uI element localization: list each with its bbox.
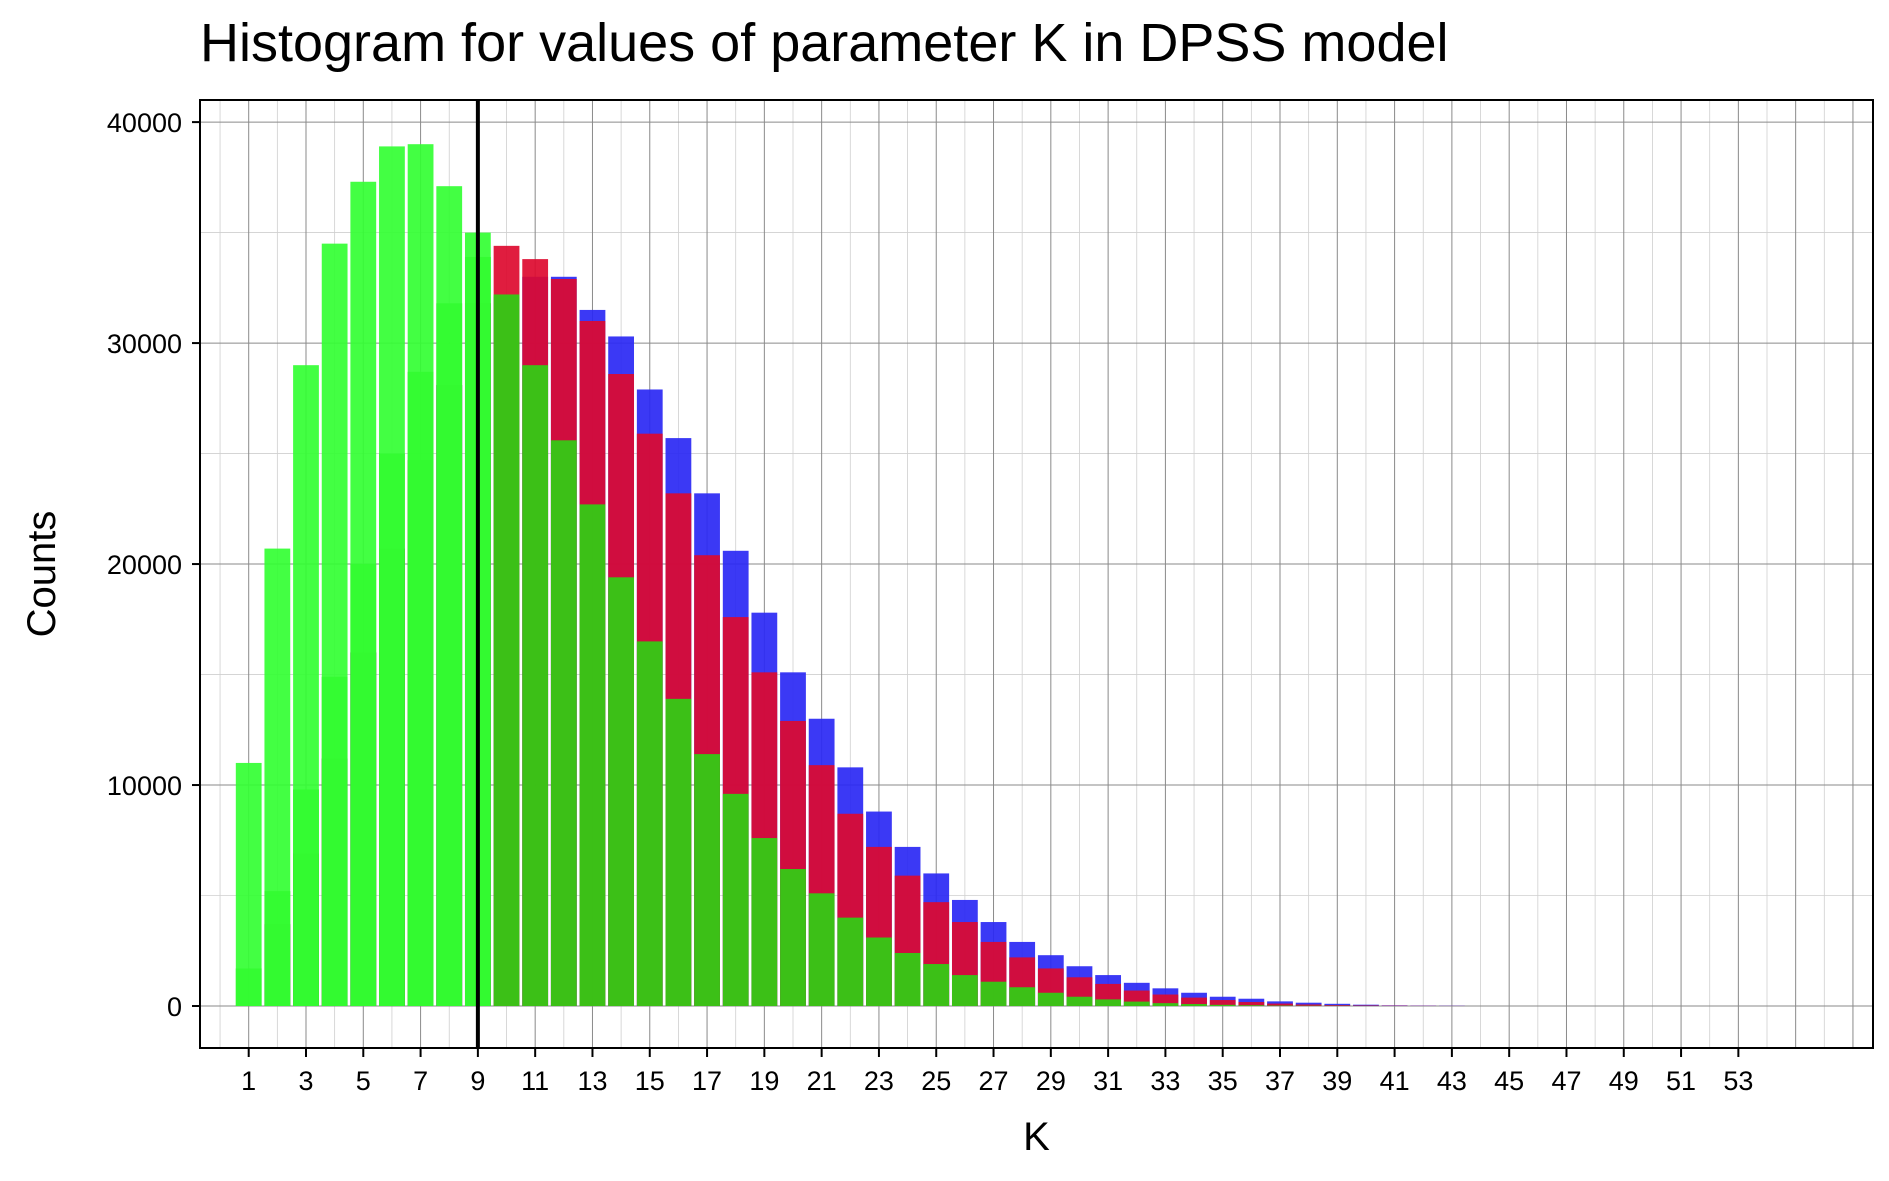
bar-green-k21 <box>808 893 835 1007</box>
bar-red-k39 <box>1324 1005 1351 1007</box>
bar-green-k20 <box>780 869 806 1007</box>
x-tick-label: 49 <box>1609 1066 1639 1096</box>
bar-green-k35 <box>1209 1004 1236 1007</box>
bar-green-k24 <box>894 952 921 1007</box>
y-tick-label: 0 <box>167 992 182 1022</box>
bar-green-k25 <box>923 964 950 1007</box>
x-tick-label: 25 <box>921 1066 951 1096</box>
x-tick-label: 9 <box>470 1066 485 1096</box>
x-tick-label: 45 <box>1494 1066 1524 1096</box>
bar-blue-k40 <box>1353 1004 1379 1007</box>
bar-green-k31 <box>1095 999 1122 1007</box>
x-tick-label: 51 <box>1666 1066 1696 1096</box>
x-tick-label: 41 <box>1380 1066 1410 1096</box>
bar-light_green-k3 <box>293 365 319 1007</box>
y-tick-label: 30000 <box>107 329 182 359</box>
bar-red-k38 <box>1295 1004 1322 1007</box>
bar-green-k22 <box>837 917 864 1007</box>
x-tick-label: 19 <box>749 1066 779 1096</box>
x-tick-label: 3 <box>298 1066 313 1096</box>
x-tick-label: 21 <box>807 1066 837 1096</box>
x-axis-title: K <box>1023 1115 1050 1159</box>
x-tick-label: 35 <box>1208 1066 1238 1096</box>
bar-green-k13 <box>579 504 606 1007</box>
x-tick-label: 1 <box>241 1066 256 1096</box>
bar-green-k16 <box>665 698 692 1007</box>
bar-light_green-k6 <box>379 146 405 1007</box>
bar-green-k29 <box>1037 992 1064 1007</box>
bar-blue-k38 <box>1295 1002 1322 1007</box>
y-tick-label: 40000 <box>107 108 182 138</box>
bar-red-k40 <box>1353 1005 1379 1007</box>
x-tick-label: 29 <box>1036 1066 1066 1096</box>
x-tick-label: 47 <box>1551 1066 1581 1096</box>
x-tick-label: 17 <box>692 1066 722 1096</box>
plot-panel-border <box>199 99 1874 1049</box>
bar-green-k28 <box>1009 987 1036 1007</box>
bar-blue-k39 <box>1324 1003 1351 1007</box>
x-tick-label: 23 <box>864 1066 894 1096</box>
bars <box>235 144 1465 1007</box>
bar-green-k32 <box>1123 1001 1150 1007</box>
bar-light_green-k2 <box>264 548 291 1007</box>
bar-green-k10 <box>493 294 520 1007</box>
y-tick-label: 20000 <box>107 550 182 580</box>
x-tick-label: 33 <box>1150 1066 1180 1096</box>
bar-red-k36 <box>1238 1002 1265 1007</box>
bar-green-k15 <box>636 641 663 1007</box>
bar-green-k30 <box>1066 996 1093 1007</box>
bar-green-k33 <box>1152 1003 1179 1007</box>
x-tick-label: 43 <box>1437 1066 1467 1096</box>
bar-red-k34 <box>1181 997 1207 1007</box>
x-tick-label: 31 <box>1093 1066 1123 1096</box>
x-tick-label: 27 <box>979 1066 1009 1096</box>
bar-green-k26 <box>951 975 978 1007</box>
bar-green-k14 <box>608 577 635 1007</box>
bar-light_green-k1 <box>235 762 262 1007</box>
bar-green-k12 <box>550 440 577 1007</box>
bar-red-k33 <box>1152 994 1179 1007</box>
bar-green-k36 <box>1238 1005 1265 1007</box>
x-tick-label: 7 <box>413 1066 428 1096</box>
bar-light_green-k7 <box>407 144 434 1007</box>
x-axis: 1 3 5 7 9 11 13 15 17 19 21 23 25 27 29 31 33 35 37 39 41 43 4… <box>241 1048 1753 1096</box>
x-tick-label: 13 <box>577 1066 607 1096</box>
bar-green-k19 <box>751 838 778 1007</box>
bar-red-k35 <box>1209 1000 1236 1007</box>
x-tick-label: 39 <box>1322 1066 1352 1096</box>
x-tick-label: 53 <box>1723 1066 1753 1096</box>
bar-light_green-k5 <box>350 181 377 1007</box>
x-tick-label: 11 <box>521 1066 549 1096</box>
bar-green-k18 <box>722 793 749 1007</box>
chart-title: Histogram for values of parameter K in D… <box>200 13 1449 73</box>
x-tick-label: 37 <box>1265 1066 1295 1096</box>
y-axis: 0 10000 20000 30000 40000 <box>107 108 200 1022</box>
y-axis-title: Counts <box>20 511 64 638</box>
x-tick-label: 15 <box>635 1066 665 1096</box>
y-tick-label: 10000 <box>107 771 182 801</box>
bar-green-k17 <box>694 754 720 1007</box>
bar-green-k34 <box>1181 1004 1207 1007</box>
bar-light_green-k4 <box>321 243 348 1007</box>
bar-green-k11 <box>522 365 549 1007</box>
bar-green-k27 <box>980 981 1007 1007</box>
x-tick-label: 5 <box>356 1066 371 1096</box>
bar-red-k37 <box>1267 1003 1293 1007</box>
bar-green-k23 <box>866 937 892 1007</box>
bar-light_green-k8 <box>436 186 463 1007</box>
